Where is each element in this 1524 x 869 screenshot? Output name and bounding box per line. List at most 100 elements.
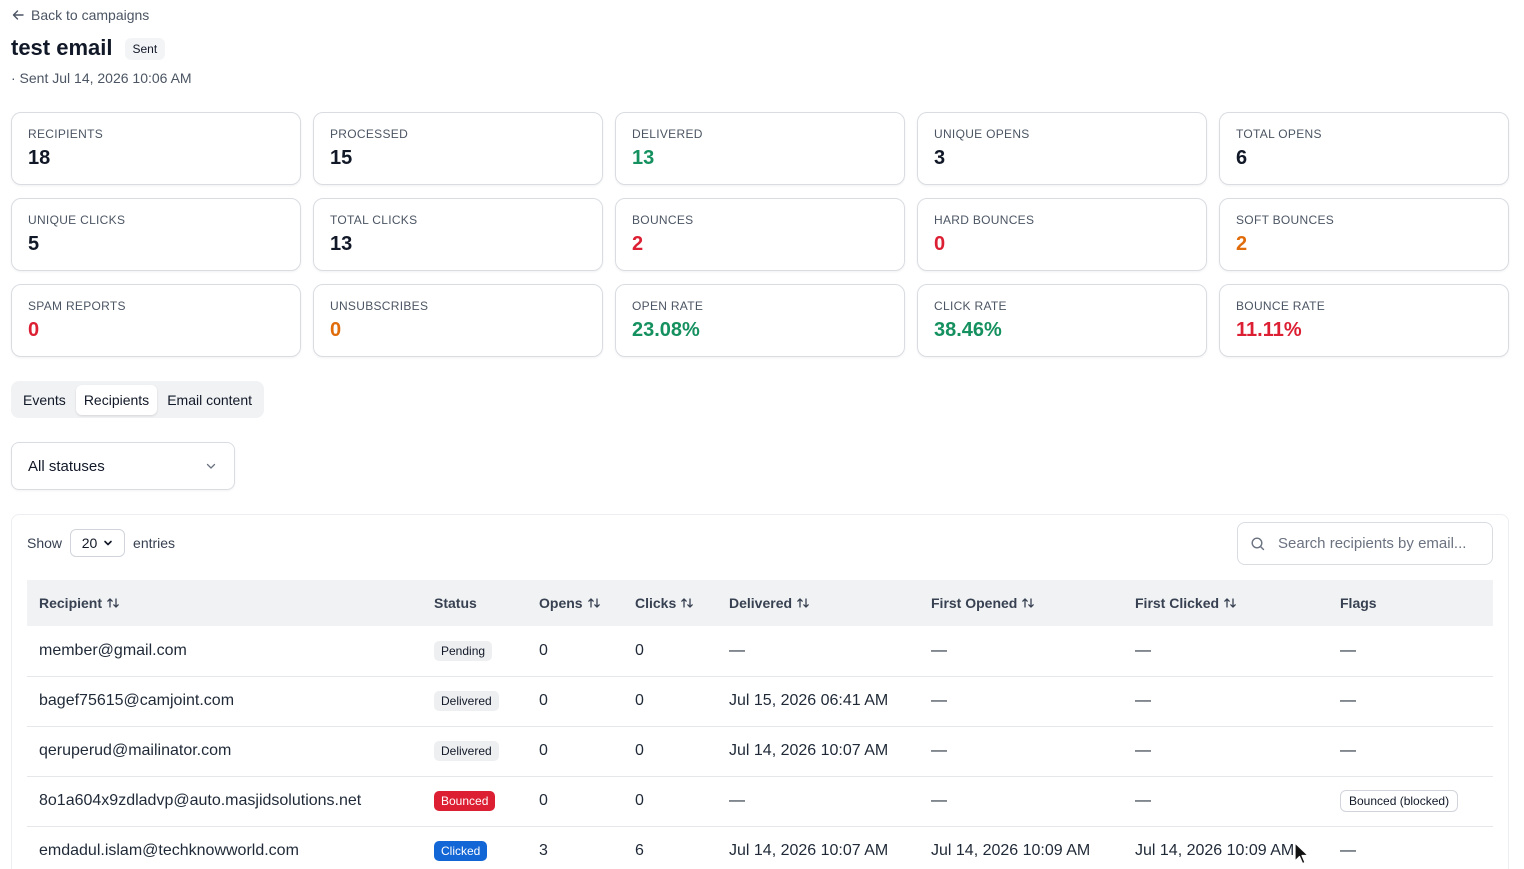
stat-label: BOUNCE RATE — [1236, 299, 1326, 313]
delivered-cell: — — [729, 641, 745, 659]
first-opened-cell: — — [931, 742, 947, 759]
clicks-cell: 6 — [635, 842, 644, 859]
recipient-search-input[interactable] — [1278, 535, 1480, 552]
tab-recipients[interactable]: Recipients — [75, 384, 158, 415]
flags-cell: — — [1340, 692, 1356, 709]
delivered-cell: Jul 14, 2026 10:07 AM — [729, 842, 889, 859]
stat-value: 0 — [28, 319, 40, 341]
stat-card-processed: PROCESSED 15 — [313, 112, 603, 185]
mouse-cursor-icon — [1294, 842, 1309, 865]
column-header-opens[interactable]: Opens — [527, 580, 623, 626]
page-title: test email — [11, 35, 113, 60]
status-filter-value: All statuses — [28, 457, 105, 475]
page-size-select[interactable]: 20 — [70, 529, 126, 557]
stat-card-total-opens: TOTAL OPENS 6 — [1219, 112, 1509, 185]
recipient-email: 8o1a604x9zdladvp@auto.masjidsolutions.ne… — [39, 792, 362, 809]
delivered-cell: Jul 15, 2026 06:41 AM — [729, 692, 889, 709]
stat-value: 5 — [28, 233, 40, 255]
stats-grid: RECIPIENTS 18 PROCESSED 15 DELIVERED 13 UNI… — [11, 112, 1509, 357]
chevron-down-icon — [104, 540, 113, 546]
page-size-value: 20 — [81, 535, 98, 551]
search-icon — [1251, 536, 1265, 550]
stat-card-bounces: BOUNCES 2 — [615, 198, 905, 271]
stat-card-open-rate: OPEN RATE 23.08% — [615, 284, 905, 357]
column-header-first-clicked[interactable]: First Clicked — [1123, 580, 1328, 626]
status-badge: Delivered — [434, 741, 499, 761]
recipients-panel — [11, 514, 1509, 869]
first-clicked-cell: — — [1135, 692, 1151, 709]
tab-events[interactable]: Events — [23, 391, 66, 408]
column-label: Clicks — [635, 595, 677, 611]
column-header-clicks[interactable]: Clicks — [623, 580, 717, 626]
column-label: Status — [434, 595, 477, 611]
stat-card-click-rate: CLICK RATE 38.46% — [917, 284, 1207, 357]
column-header-delivered[interactable]: Delivered — [717, 580, 919, 626]
stat-card-unique-clicks: UNIQUE CLICKS 5 — [11, 198, 301, 271]
stat-label: UNIQUE CLICKS — [28, 213, 126, 227]
recipient-search-box — [1237, 522, 1493, 565]
delivered-cell: Jul 14, 2026 10:07 AM — [729, 742, 889, 759]
opens-cell: 0 — [539, 792, 548, 809]
page-size-control: Show 20 entries — [27, 529, 175, 557]
arrow-left-icon — [12, 10, 24, 20]
stat-label: PROCESSED — [330, 127, 409, 141]
stat-value: 3 — [934, 147, 946, 169]
flags-cell: — — [1340, 742, 1356, 759]
recipient-email: qeruperud@mailinator.com — [39, 742, 232, 759]
stat-value: 15 — [330, 147, 353, 169]
table-header-row: Recipient Status Opens Clicks Delivered … — [27, 580, 1493, 626]
first-opened-cell: — — [931, 792, 947, 809]
column-label: First Clicked — [1135, 595, 1220, 611]
flags-cell: — — [1340, 842, 1356, 859]
stat-card-soft-bounces: SOFT BOUNCES 2 — [1219, 198, 1509, 271]
back-link-label: Back to campaigns — [31, 7, 150, 23]
stat-value: 13 — [330, 233, 353, 255]
table-row[interactable]: bagef75615@camjoint.com Delivered 0 0 Ju… — [27, 676, 1493, 726]
opens-cell: 3 — [539, 842, 548, 859]
stat-value: 13 — [632, 147, 655, 169]
stat-value: 6 — [1236, 147, 1248, 169]
stat-value: 2 — [632, 233, 644, 255]
table-row[interactable]: 8o1a604x9zdladvp@auto.masjidsolutions.ne… — [27, 776, 1493, 826]
recipients-table: Recipient Status Opens Clicks Delivered … — [27, 580, 1493, 869]
view-tabs: Events Recipients Email content — [11, 381, 265, 418]
stat-value: 38.46% — [934, 319, 1002, 341]
column-header-recipient[interactable]: Recipient — [27, 580, 422, 626]
flags-cell: Bounced (blocked) — [1328, 776, 1493, 826]
stat-label: TOTAL CLICKS — [330, 213, 418, 227]
recipient-email: emdadul.islam@techknowworld.com — [39, 842, 299, 859]
table-row[interactable]: qeruperud@mailinator.com Delivered 0 0 J… — [27, 726, 1493, 776]
stat-value: 18 — [28, 147, 51, 169]
clicks-cell: 0 — [635, 692, 644, 709]
stat-card-total-clicks: TOTAL CLICKS 13 — [313, 198, 603, 271]
stat-card-unique-opens: UNIQUE OPENS 3 — [917, 112, 1207, 185]
stat-label: DELIVERED — [632, 127, 703, 141]
table-row[interactable]: member@gmail.com Pending 0 0 — — — — — [27, 626, 1493, 676]
stat-label: UNSUBSCRIBES — [330, 299, 429, 313]
status-badge: Pending — [434, 640, 493, 661]
tab-email-content[interactable]: Email content — [167, 391, 253, 408]
column-label: Recipient — [39, 595, 103, 611]
first-clicked-cell: — — [1135, 641, 1151, 659]
entries-label: entries — [133, 535, 176, 551]
status-cell: Delivered — [422, 726, 527, 776]
table-row[interactable]: emdadul.islam@techknowworld.com Clicked … — [27, 826, 1493, 869]
back-to-campaigns-link[interactable]: Back to campaigns — [11, 7, 149, 23]
recipient-email: member@gmail.com — [39, 641, 187, 659]
stat-label: BOUNCES — [632, 213, 694, 227]
stat-card-bounce-rate: BOUNCE RATE 11.11% — [1219, 284, 1509, 357]
column-header-first-opened[interactable]: First Opened — [919, 580, 1123, 626]
status-badge: Delivered — [434, 691, 499, 711]
status-filter-select[interactable]: All statuses — [11, 442, 235, 490]
stat-label: UNIQUE OPENS — [934, 127, 1030, 141]
chevron-down-icon — [206, 463, 216, 469]
flag-badge: Bounced (blocked) — [1340, 790, 1459, 812]
status-badge: Sent — [124, 38, 166, 60]
stat-value: 2 — [1236, 233, 1248, 255]
show-label: Show — [27, 535, 63, 551]
stat-label: SPAM REPORTS — [28, 299, 126, 313]
first-opened-cell: Jul 14, 2026 10:09 AM — [931, 842, 1091, 859]
clicks-cell: 0 — [635, 792, 644, 809]
status-badge: Clicked — [434, 841, 488, 861]
stat-label: HARD BOUNCES — [934, 213, 1035, 227]
